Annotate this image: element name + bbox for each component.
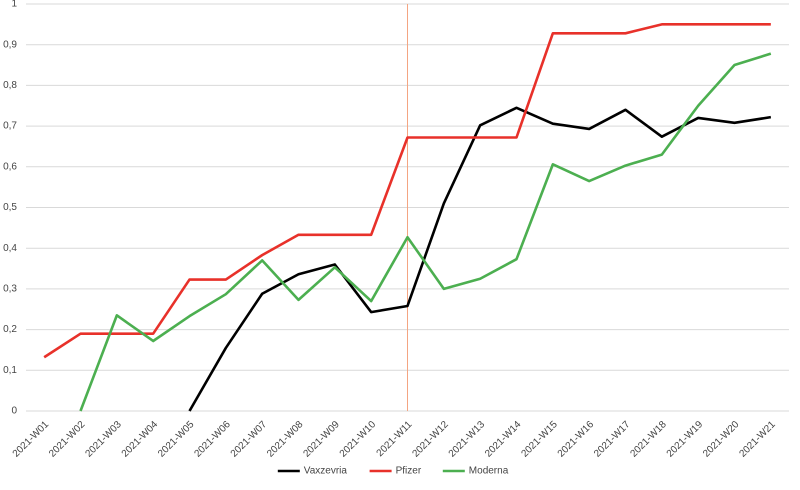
x-tick-label: 2021-W13 [447, 419, 488, 460]
y-tick-label: 0,8 [3, 80, 17, 91]
x-tick-label: 2021-W09 [301, 419, 342, 460]
x-tick-label: 2021-W18 [628, 419, 669, 460]
x-tick-label: 2021-W03 [83, 419, 124, 460]
y-tick-label: 0,3 [3, 284, 17, 295]
x-tick-label: 2021-W20 [701, 419, 742, 460]
x-tick-label: 2021-W10 [338, 419, 379, 460]
y-tick-label: 0,5 [3, 202, 17, 213]
x-tick-label: 2021-W01 [11, 419, 52, 460]
x-tick-label: 2021-W11 [375, 419, 415, 459]
legend-label: Pfizer [396, 466, 422, 477]
x-tick-label: 2021-W12 [410, 419, 451, 460]
x-tick-label: 2021-W07 [229, 419, 270, 460]
x-tick-label: 2021-W06 [192, 419, 233, 460]
y-tick-label: 0,7 [3, 121, 17, 132]
x-tick-label: 2021-W02 [47, 419, 88, 460]
x-tick-label: 2021-W05 [156, 419, 197, 460]
x-tick-label: 2021-W08 [265, 419, 306, 460]
y-tick-label: 0,4 [3, 243, 17, 254]
x-tick-label: 2021-W21 [737, 419, 778, 460]
y-tick-label: 1 [11, 0, 17, 10]
y-tick-label: 0,1 [3, 365, 17, 376]
series-line [43, 23, 771, 359]
legend-label: Vaxzevria [304, 466, 348, 477]
x-tick-label: 2021-W15 [519, 419, 560, 460]
y-tick-label: 0 [11, 406, 17, 417]
x-tick-label: 2021-W19 [665, 419, 706, 460]
x-tick-label: 2021-W17 [592, 419, 633, 460]
legend-label: Moderna [469, 466, 509, 477]
series-line [79, 52, 772, 412]
x-tick-label: 2021-W14 [483, 419, 524, 460]
y-tick-label: 0,9 [3, 39, 17, 50]
series-line [188, 106, 772, 412]
x-tick-label: 2021-W04 [120, 419, 161, 460]
x-tick-label: 2021-W16 [556, 419, 597, 460]
y-tick-label: 0,6 [3, 161, 17, 172]
y-tick-label: 0,2 [3, 324, 17, 335]
